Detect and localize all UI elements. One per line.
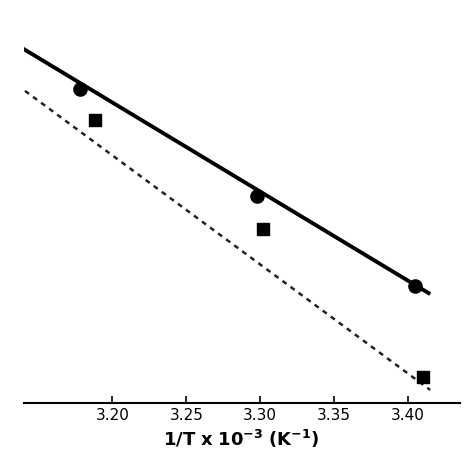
X-axis label: $\bf{1/T\ x\ 10^{-3}\ (K^{-1})}$: $\bf{1/T\ x\ 10^{-3}\ (K^{-1})}$ [164, 428, 320, 450]
Point [254, 192, 261, 200]
Point [76, 86, 84, 93]
Point [419, 373, 427, 381]
Point [411, 283, 419, 290]
Point [91, 117, 99, 124]
Point [259, 226, 267, 233]
